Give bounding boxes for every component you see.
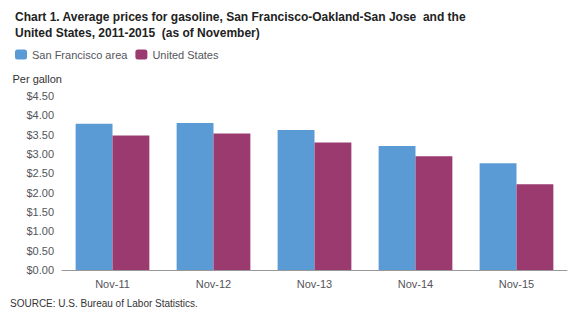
svg-text:$4.00: $4.00 [26, 109, 54, 121]
svg-text:Nov-13: Nov-13 [297, 278, 332, 290]
svg-text:$2.50: $2.50 [26, 167, 54, 179]
svg-text:$2.00: $2.00 [26, 187, 54, 199]
svg-text:Nov-11: Nov-11 [95, 278, 130, 290]
svg-text:Per gallon: Per gallon [12, 73, 62, 85]
svg-text:United States, 2011-2015 (as: United States, 2011-2015 (as of November… [15, 26, 260, 40]
svg-text:$0.00: $0.00 [26, 264, 54, 276]
svg-text:$1.50: $1.50 [26, 206, 54, 218]
svg-text:Nov-15: Nov-15 [499, 278, 534, 290]
svg-text:$3.00: $3.00 [26, 148, 54, 160]
svg-text:$1.00: $1.00 [26, 225, 54, 237]
svg-text:$3.50: $3.50 [26, 129, 54, 141]
svg-text:SOURCE: U.S. Bureau of Labor S: SOURCE: U.S. Bureau of Labor Statistics. [10, 298, 198, 309]
svg-text:$4.50: $4.50 [26, 90, 54, 102]
svg-text:Nov-12: Nov-12 [196, 278, 231, 290]
svg-text:Chart 1. Average prices for ga: Chart 1. Average prices for gasoline, Sa… [15, 10, 466, 24]
svg-text:United States: United States [152, 49, 219, 61]
svg-text:$0.50: $0.50 [26, 245, 54, 257]
svg-text:Nov-14: Nov-14 [398, 278, 433, 290]
svg-text:San Francisco area: San Francisco area [32, 49, 128, 61]
